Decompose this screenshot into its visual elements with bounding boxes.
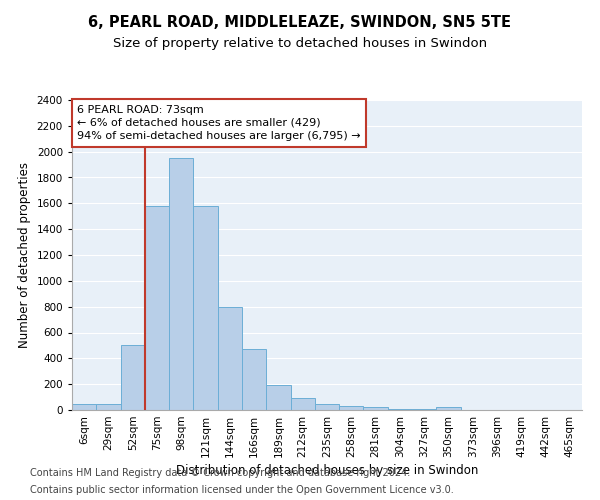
- Text: Size of property relative to detached houses in Swindon: Size of property relative to detached ho…: [113, 38, 487, 51]
- X-axis label: Distribution of detached houses by size in Swindon: Distribution of detached houses by size …: [176, 464, 478, 477]
- Bar: [96, 404, 121, 410]
- Text: 6, PEARL ROAD, MIDDLELEAZE, SWINDON, SN5 5TE: 6, PEARL ROAD, MIDDLELEAZE, SWINDON, SN5…: [89, 15, 511, 30]
- Bar: [169, 158, 193, 410]
- Bar: [339, 406, 364, 410]
- Bar: [218, 306, 242, 410]
- Bar: [145, 206, 169, 410]
- Text: Contains public sector information licensed under the Open Government Licence v3: Contains public sector information licen…: [30, 485, 454, 495]
- Bar: [290, 398, 315, 410]
- Bar: [364, 408, 388, 410]
- Bar: [193, 206, 218, 410]
- Bar: [242, 350, 266, 410]
- Y-axis label: Number of detached properties: Number of detached properties: [18, 162, 31, 348]
- Text: 6 PEARL ROAD: 73sqm
← 6% of detached houses are smaller (429)
94% of semi-detach: 6 PEARL ROAD: 73sqm ← 6% of detached hou…: [77, 104, 361, 141]
- Bar: [436, 408, 461, 410]
- Bar: [315, 404, 339, 410]
- Text: Contains HM Land Registry data © Crown copyright and database right 2024.: Contains HM Land Registry data © Crown c…: [30, 468, 410, 477]
- Bar: [121, 346, 145, 410]
- Bar: [72, 404, 96, 410]
- Bar: [266, 386, 290, 410]
